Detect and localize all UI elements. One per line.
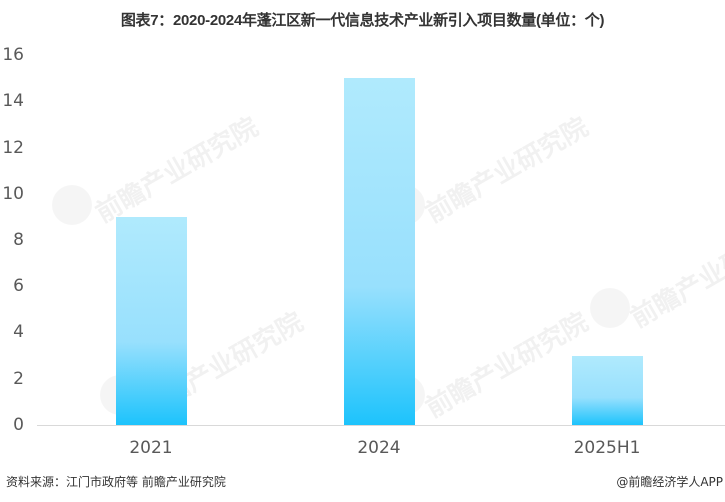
bar-2024 <box>344 78 415 425</box>
y-tick: 8 <box>13 230 24 250</box>
bar-2025h1 <box>572 355 643 425</box>
y-tick: 10 <box>2 184 24 204</box>
source-note: 资料来源：江门市政府等 前瞻产业研究院 <box>6 475 226 489</box>
x-tick: 2025H1 <box>573 438 641 458</box>
y-tick: 4 <box>13 322 24 342</box>
y-tick: 12 <box>2 138 24 158</box>
chart-title: 图表7：2020-2024年蓬江区新一代信息技术产业新引入项目数量(单位：个) <box>120 12 605 29</box>
watermark-logo-icon <box>590 288 630 328</box>
bar-2021 <box>116 216 187 425</box>
watermark-logo-icon <box>52 185 92 225</box>
credit-note: @前瞻经济学人APP <box>616 475 723 489</box>
watermark-text: 前瞻产业研究院 <box>90 112 264 230</box>
y-tick: 0 <box>13 415 24 435</box>
y-tick: 16 <box>2 45 24 65</box>
watermark-text: 前瞻产业研究院 <box>625 217 725 335</box>
x-axis-line <box>37 425 725 426</box>
y-tick: 6 <box>13 276 24 296</box>
x-tick: 2024 <box>357 438 401 458</box>
watermark-text: 前瞻产业研究院 <box>420 112 594 230</box>
y-tick: 14 <box>2 91 24 111</box>
watermark-text: 前瞻产业研究院 <box>420 307 594 425</box>
x-tick: 2021 <box>129 438 173 458</box>
y-tick: 2 <box>13 369 24 389</box>
